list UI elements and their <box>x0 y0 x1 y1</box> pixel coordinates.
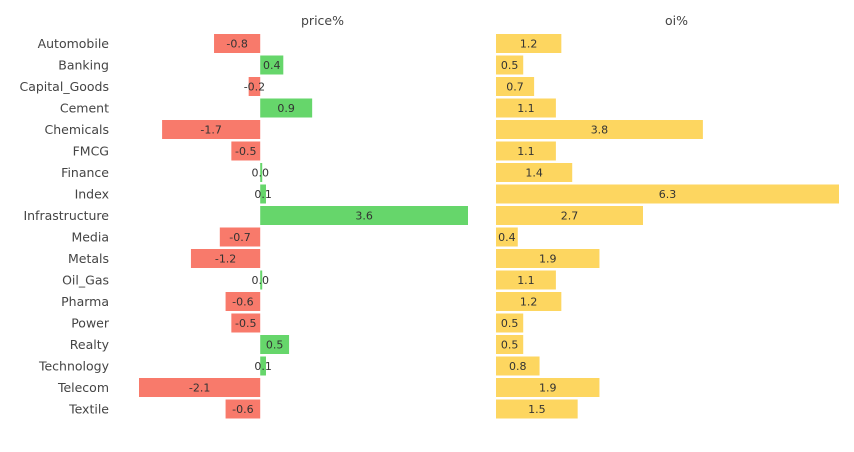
oi-bar <box>496 120 703 139</box>
price-value-label: 0.1 <box>254 360 272 373</box>
oi-bar <box>496 292 562 311</box>
category-label: Power <box>71 316 110 331</box>
category-label: Pharma <box>61 294 109 309</box>
category-label: Telecom <box>57 380 109 395</box>
oi-value-label: 1.2 <box>520 38 538 51</box>
category-label: Capital_Goods <box>19 79 109 94</box>
panel-title-oi: oi% <box>665 13 688 28</box>
price-bar <box>260 163 263 182</box>
price-bar <box>260 335 290 354</box>
category-label: Index <box>75 187 109 202</box>
price-value-label: -0.6 <box>232 403 253 416</box>
price-bar <box>260 356 266 376</box>
category-label: Media <box>71 230 109 245</box>
oi-bar <box>496 34 562 53</box>
oi-bar <box>496 227 518 247</box>
category-label: Technology <box>38 359 110 374</box>
price-value-label: -1.7 <box>200 124 221 137</box>
category-label: Realty <box>70 337 110 352</box>
price-value-label: 3.6 <box>355 210 373 223</box>
oi-bar <box>496 356 540 376</box>
oi-value-label: 1.1 <box>517 102 535 115</box>
category-label: Infrastructure <box>23 208 109 223</box>
oi-value-label: 0.8 <box>509 360 527 373</box>
oi-value-label: 0.7 <box>506 81 524 94</box>
oi-bar <box>496 378 600 397</box>
oi-value-label: 2.7 <box>561 210 579 223</box>
category-label: Oil_Gas <box>62 273 109 288</box>
price-bar <box>219 227 261 247</box>
price-value-label: 0.9 <box>277 102 295 115</box>
panel-title-price: price% <box>301 13 344 28</box>
oi-value-label: 0.5 <box>501 339 519 352</box>
oi-value-label: 0.4 <box>498 231 516 244</box>
price-value-label: -0.7 <box>229 231 250 244</box>
price-bar <box>260 184 266 204</box>
oi-value-label: 0.5 <box>501 317 519 330</box>
price-value-label: -0.5 <box>235 317 256 330</box>
category-label: Cement <box>60 101 109 116</box>
price-bar <box>260 55 284 75</box>
price-bar <box>260 206 468 225</box>
price-value-label: -2.1 <box>189 382 210 395</box>
category-label: FMCG <box>73 144 109 159</box>
oi-value-label: 1.9 <box>539 382 557 395</box>
oi-value-label: 1.5 <box>528 403 546 416</box>
price-bar <box>225 292 261 311</box>
oi-value-label: 3.8 <box>591 124 609 137</box>
oi-bar <box>496 184 839 204</box>
price-bar <box>225 399 261 419</box>
oi-value-label: 1.2 <box>520 296 538 309</box>
price-bar <box>139 378 261 397</box>
oi-bar <box>496 206 643 225</box>
oi-bar <box>496 98 556 118</box>
price-value-label: -0.5 <box>235 145 256 158</box>
oi-bar <box>496 77 535 96</box>
price-bar <box>162 120 261 139</box>
category-label: Metals <box>68 251 109 266</box>
price-value-label: -0.6 <box>232 296 253 309</box>
oi-bar <box>496 335 524 354</box>
category-label: Banking <box>58 58 109 73</box>
price-value-label: 0.5 <box>266 339 284 352</box>
oi-bar <box>496 141 556 161</box>
price-value-label: 0.4 <box>263 59 281 72</box>
category-label: Finance <box>61 165 109 180</box>
price-value-label: -0.2 <box>244 81 265 94</box>
oi-bar <box>496 163 573 182</box>
price-value-label: -0.8 <box>226 38 247 51</box>
oi-value-label: 6.3 <box>659 188 677 201</box>
oi-value-label: 1.1 <box>517 145 535 158</box>
category-label: Automobile <box>38 36 110 51</box>
price-bar <box>190 249 261 268</box>
oi-bar <box>496 55 524 75</box>
oi-value-label: 1.1 <box>517 274 535 287</box>
price-bar <box>231 313 261 333</box>
price-value-label: 0.0 <box>251 167 269 180</box>
oi-bar <box>496 313 524 333</box>
oi-value-label: 1.4 <box>525 167 543 180</box>
oi-bar <box>496 249 600 268</box>
price-value-label: 0.1 <box>254 188 272 201</box>
category-label: Textile <box>68 402 109 417</box>
category-label: Chemicals <box>44 122 109 137</box>
price-bar <box>260 98 313 118</box>
price-value-label: -1.2 <box>215 253 236 266</box>
price-bar <box>248 77 261 96</box>
price-value-label: 0.0 <box>251 274 269 287</box>
oi-value-label: 1.9 <box>539 253 557 266</box>
oi-bar <box>496 399 578 419</box>
oi-value-label: 0.5 <box>501 59 519 72</box>
price-bar <box>231 141 261 161</box>
oi-bar <box>496 270 556 290</box>
price-bar <box>214 34 261 53</box>
price-bar <box>260 270 263 290</box>
